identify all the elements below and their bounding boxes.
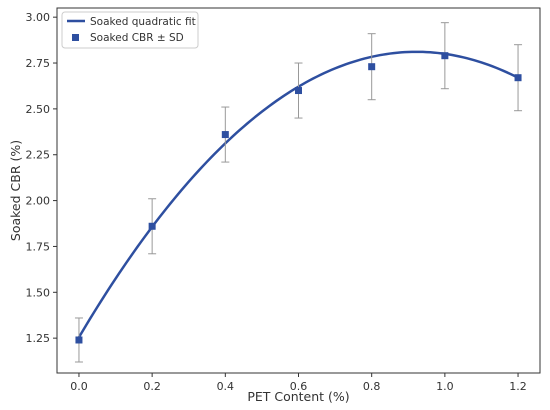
y-tick-label: 1.25 xyxy=(26,332,51,345)
data-marker xyxy=(441,52,449,60)
plot-area xyxy=(74,22,523,363)
y-axis-label: Soaked CBR (%) xyxy=(8,140,23,241)
x-tick-label: 0.4 xyxy=(217,380,235,393)
legend-box xyxy=(61,11,199,49)
y-tick-label: 2.25 xyxy=(26,149,51,162)
y-tick-label: 2.75 xyxy=(26,57,51,70)
x-tick-label: 0.2 xyxy=(143,380,161,393)
y-tick-label: 1.50 xyxy=(26,286,51,299)
legend-scatter-label: Soaked CBR ± SD xyxy=(90,32,184,44)
x-tick-label: 1.0 xyxy=(436,380,454,393)
data-marker xyxy=(514,74,522,82)
legend-fit-label: Soaked quadratic fit xyxy=(90,16,196,28)
data-marker xyxy=(368,63,376,71)
legend-marker-swatch xyxy=(72,34,79,41)
x-tick-label: 0.0 xyxy=(70,380,88,393)
data-point xyxy=(294,62,303,119)
data-marker xyxy=(148,222,156,230)
data-point xyxy=(440,22,449,90)
data-point xyxy=(367,33,376,101)
data-point xyxy=(514,44,523,112)
x-tick-label: 1.2 xyxy=(509,380,527,393)
x-axis-label: PET Content (%) xyxy=(247,389,349,404)
data-marker xyxy=(75,336,83,344)
y-tick-label: 3.00 xyxy=(26,11,51,24)
x-tick-label: 0.8 xyxy=(363,380,381,393)
data-point xyxy=(148,198,157,255)
x-tick-label: 0.6 xyxy=(290,380,308,393)
data-point xyxy=(74,317,83,363)
data-marker xyxy=(221,131,229,139)
legend: Soaked quadratic fit Soaked CBR ± SD xyxy=(61,11,199,49)
axes: 0.0 0.2 0.4 0.6 0.8 1.0 1.2 1.25 1.50 1.75 2.00 2.2… xyxy=(26,11,527,393)
data-point xyxy=(221,106,230,163)
y-tick-label: 1.75 xyxy=(26,240,51,253)
y-tick-label: 2.50 xyxy=(26,103,51,116)
data-marker xyxy=(295,87,302,95)
y-tick-label: 2.00 xyxy=(26,195,51,208)
